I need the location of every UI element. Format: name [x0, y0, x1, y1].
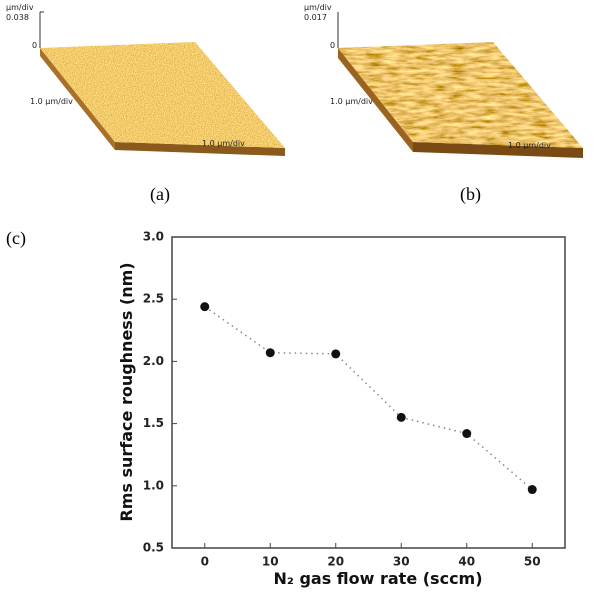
- afm-image-b: [337, 12, 583, 158]
- plot: 0.5 1.0 1.5 2.0 2.5 3.0 0 10 20 30 40 50: [143, 230, 541, 569]
- y-tick-label: 2.5: [143, 292, 164, 306]
- marker: [331, 349, 341, 359]
- x-tick-label: 50: [524, 555, 541, 569]
- x-axis-label: N₂ gas flow rate (sccm): [273, 569, 482, 588]
- y-scale: 1.0 µm/div: [330, 97, 373, 106]
- y-axis-label: Rms surface roughness (nm): [117, 262, 136, 521]
- x-scale: 1.0 µm/div: [508, 141, 551, 150]
- marker: [527, 485, 537, 495]
- z-zero: 0: [330, 41, 335, 50]
- x-tick-label: 10: [262, 555, 279, 569]
- z-unit: µm/div: [304, 3, 332, 12]
- x-tick-label: 30: [393, 555, 410, 569]
- panel-label: (b): [460, 184, 481, 205]
- afm-image-a: [39, 11, 285, 156]
- y-tick-label: 1.0: [143, 478, 164, 492]
- marker: [396, 412, 406, 422]
- y-scale: 1.0 µm/div: [30, 97, 73, 106]
- marker: [462, 429, 472, 439]
- panel-label: (a): [150, 184, 170, 205]
- y-tick-label: 3.0: [143, 230, 164, 244]
- y-tick-label: 0.5: [143, 541, 164, 555]
- y-tick-label: 1.5: [143, 416, 164, 430]
- series-line: [204, 306, 533, 491]
- z-max: 0.038: [6, 13, 29, 22]
- x-tick-label: 40: [458, 555, 475, 569]
- marker: [200, 302, 210, 312]
- z-unit: µm/div: [6, 3, 34, 12]
- x-scale: 1.0 µm/div: [202, 139, 245, 148]
- z-zero: 0: [32, 41, 37, 50]
- x-tick-label: 20: [327, 555, 344, 569]
- plot-frame: [171, 236, 566, 549]
- panel-label: (c): [6, 228, 26, 249]
- y-tick-label: 2.0: [143, 354, 164, 368]
- x-tick-label: 0: [201, 555, 209, 569]
- z-max: 0.017: [304, 13, 327, 22]
- marker: [265, 348, 275, 358]
